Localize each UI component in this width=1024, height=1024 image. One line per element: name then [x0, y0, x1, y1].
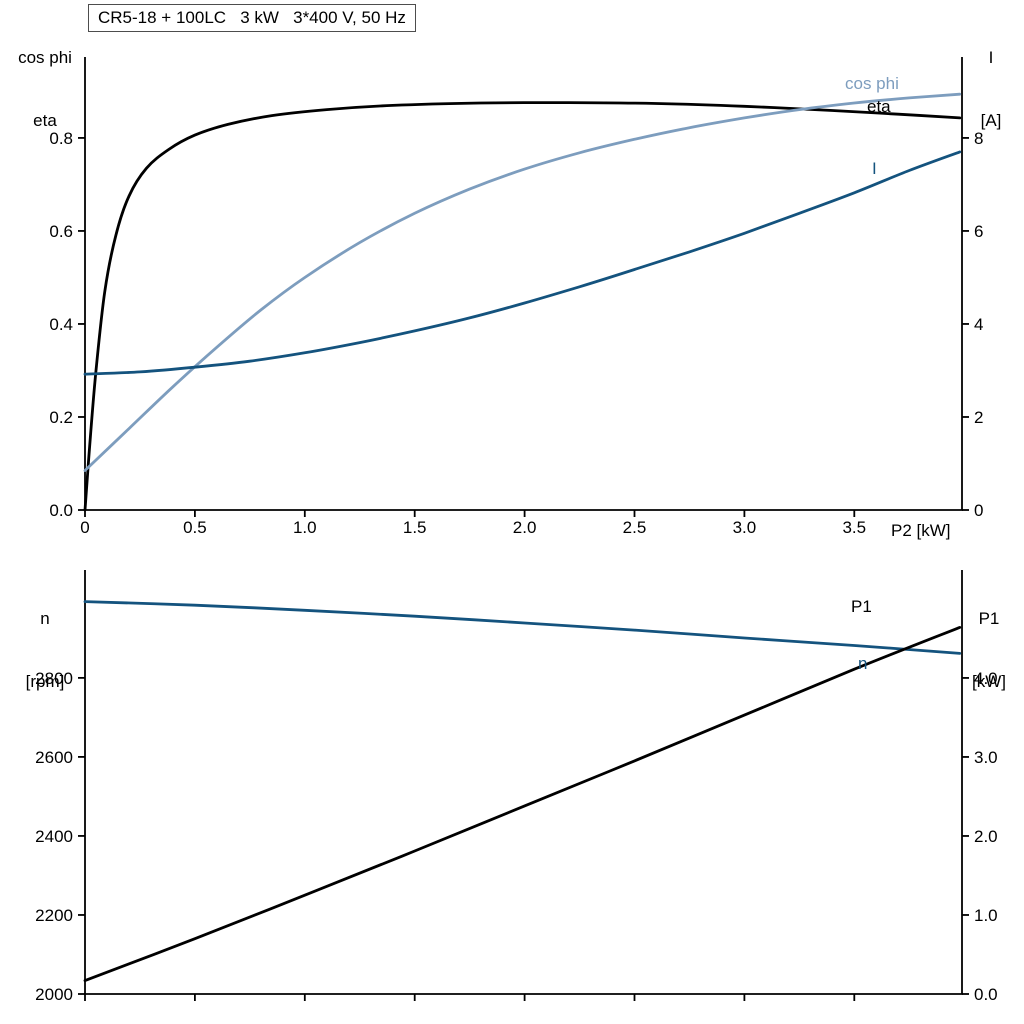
right-axis-tick-label: 8 [974, 129, 983, 148]
right-axis-tick-label: 4.0 [974, 669, 998, 688]
x-axis-tick-label: 0 [80, 518, 89, 537]
x-axis-tick-label: 3.5 [842, 518, 866, 537]
top-right-axis-title: I [A] [963, 5, 1019, 173]
left-axis-tick-label: 2600 [35, 748, 73, 767]
right-axis-tick-label: 3.0 [974, 748, 998, 767]
top-right-axis-title-line1: I [988, 48, 994, 67]
left-axis-tick-label: 0.4 [49, 315, 73, 334]
left-axis-tick-label: 2000 [35, 985, 73, 1004]
right-axis-tick-label: 2 [974, 408, 983, 427]
right-axis-tick-label: 2.0 [974, 827, 998, 846]
series-current [83, 150, 962, 376]
right-axis-tick-label: 1.0 [974, 906, 998, 925]
x-axis-tick-label: 1.0 [293, 518, 317, 537]
left-axis-tick-label: 0.0 [49, 501, 73, 520]
curve-label-cos-phi: cos phi [845, 74, 899, 93]
top-left-axis-title-line1: cos phi [18, 48, 72, 67]
top-right-axis-title-line2: [A] [980, 111, 1002, 130]
x-axis-label: P2 [kW] [891, 521, 951, 540]
chart-title: CR5-18 + 100LC 3 kW 3*400 V, 50 Hz [88, 4, 416, 32]
x-axis-tick-label: 3.0 [733, 518, 757, 537]
bottom-right-axis-title: P1 [kW] [958, 566, 1020, 734]
bottom-right-axis-title-line2: [kW] [972, 672, 1006, 691]
right-axis-tick-label: 4 [974, 315, 983, 334]
right-axis-tick-label: 0.0 [974, 985, 998, 1004]
left-axis-tick-label: 0.6 [49, 222, 73, 241]
x-axis-tick-label: 2.5 [623, 518, 647, 537]
left-axis-tick-label: 2400 [35, 827, 73, 846]
curve-label-eta: eta [867, 97, 891, 116]
left-axis-tick-label: 2800 [35, 669, 73, 688]
top-left-axis-title-line2: eta [33, 111, 57, 130]
x-axis-tick-label: 2.0 [513, 518, 537, 537]
curve-label-p1: P1 [851, 597, 872, 616]
bottom-left-axis-title: n [rpm] [6, 566, 84, 734]
series-speed [83, 600, 962, 655]
series-eta [83, 101, 962, 512]
bottom-right-axis-title-line1: P1 [978, 609, 1000, 628]
right-axis-tick-label: 6 [974, 222, 983, 241]
x-axis-tick-label: 1.5 [403, 518, 427, 537]
right-axis-tick-label: 0 [974, 501, 983, 520]
curve-label-current: I [872, 159, 877, 178]
series-cos-phi [83, 92, 962, 472]
curve-label-n: n [858, 654, 868, 673]
top-left-axis-title: cos phi eta [6, 5, 84, 173]
bottom-left-axis-title-line1: n [40, 609, 50, 628]
left-axis-tick-label: 2200 [35, 906, 73, 925]
left-axis-tick-label: 0.8 [49, 129, 73, 148]
left-axis-tick-label: 0.2 [49, 408, 73, 427]
bottom-left-axis-title-line2: [rpm] [25, 672, 65, 691]
series-p1-power [83, 626, 962, 982]
x-axis-tick-label: 0.5 [183, 518, 207, 537]
